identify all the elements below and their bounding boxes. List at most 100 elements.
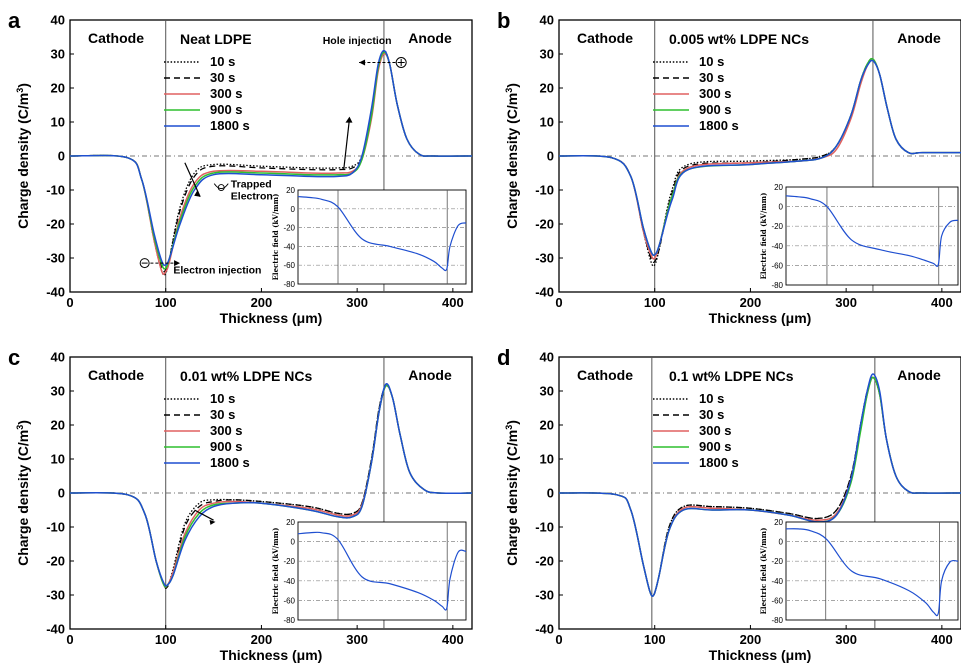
y-tick-label: 30 xyxy=(540,384,554,399)
y-tick-label: -40 xyxy=(535,285,554,300)
legend-label: 300 s xyxy=(210,423,243,438)
y-tick-label: -40 xyxy=(46,285,65,300)
inset-tick-label: -20 xyxy=(283,557,295,566)
legend-label: 300 s xyxy=(699,423,732,438)
inset-tick-label: 0 xyxy=(291,205,296,214)
y-tick-label: 0 xyxy=(58,486,65,501)
y-tick-label: 10 xyxy=(540,115,554,130)
y-tick-label: -10 xyxy=(46,520,65,535)
y-tick-label: 0 xyxy=(547,149,554,164)
inset-tick-label: -40 xyxy=(771,242,783,251)
legend-label: 30 s xyxy=(699,70,724,85)
inset-tick-label: 20 xyxy=(774,183,783,192)
cathode-label: Cathode xyxy=(577,367,633,383)
y-axis-label-superscript: 3 xyxy=(15,88,25,93)
y-tick-label: -10 xyxy=(535,520,554,535)
x-tick-label: 200 xyxy=(251,632,273,647)
anode-label: Anode xyxy=(897,367,941,383)
inset-y-label: Electric field (kV/mm) xyxy=(759,193,768,280)
series-line-30s xyxy=(558,58,961,264)
inset-y-label: Electric field (kV/mm) xyxy=(271,528,280,615)
y-tick-label: -10 xyxy=(46,183,65,198)
annotations: Hole injection Trapped Electron Electron in… xyxy=(139,35,407,276)
legend-label: 30 s xyxy=(210,70,235,85)
y-tick-label: -40 xyxy=(535,622,554,637)
shift-arrow-anode xyxy=(343,118,351,170)
y-tick-label: 30 xyxy=(51,384,65,399)
trapped-electron-label: Trapped Electron xyxy=(231,179,273,203)
hole-injection-label: Hole injection xyxy=(323,35,392,47)
y-tick-label: 20 xyxy=(51,418,65,433)
y-tick-label: 40 xyxy=(540,350,554,365)
y-tick-label: -20 xyxy=(535,217,554,232)
series-line-1800s xyxy=(69,383,473,587)
legend-label: 300 s xyxy=(699,86,732,101)
inset-field-line xyxy=(785,528,959,617)
inset-tick-label: 0 xyxy=(779,538,784,547)
shift-arrow-trap xyxy=(184,162,201,198)
cathode-label: Cathode xyxy=(577,30,633,46)
y-axis-label: Charge density (C/m3) xyxy=(504,420,520,566)
inset-tick-label: -80 xyxy=(771,616,783,625)
inset-frame xyxy=(785,521,959,621)
y-tick-label: -30 xyxy=(46,588,65,603)
y-tick-label: 20 xyxy=(540,418,554,433)
anode-label: Anode xyxy=(408,367,452,383)
legend-label: 10 s xyxy=(210,54,235,69)
anode-label: Anode xyxy=(408,30,452,46)
x-axis-label: Thickness (μm) xyxy=(709,647,812,663)
electron-icon xyxy=(217,184,225,192)
inset-tick-label: -80 xyxy=(283,280,295,289)
y-axis-label-superscript: 3 xyxy=(504,88,514,93)
legend-label: 1800 s xyxy=(699,118,739,133)
arrow-head-icon xyxy=(359,59,366,66)
y-tick-label: 20 xyxy=(540,81,554,96)
y-tick-label: -30 xyxy=(535,588,554,603)
y-axis-label: Charge density (C/m3) xyxy=(504,83,520,229)
y-tick-label: -10 xyxy=(535,183,554,198)
inset-tick-label: -60 xyxy=(283,596,295,605)
panel-title: 0.1 wt% LDPE NCs xyxy=(669,368,794,384)
y-tick-label: -20 xyxy=(535,554,554,569)
inset-tick-label: -60 xyxy=(771,261,783,270)
x-tick-label: 0 xyxy=(555,295,562,310)
inset-tick-label: -20 xyxy=(771,557,783,566)
inset-y-label: Electric field (kV/mm) xyxy=(271,194,280,281)
y-axis-label-close: ) xyxy=(15,83,31,88)
legend-label: 900 s xyxy=(210,439,243,454)
panel-letter: b xyxy=(497,8,510,33)
inset-tick-label: -40 xyxy=(771,577,783,586)
inset-tick-label: 0 xyxy=(291,538,296,547)
legend-label: 1800 s xyxy=(210,455,250,470)
x-tick-label: 400 xyxy=(931,632,953,647)
trapped-electron-line: Trapped xyxy=(231,179,272,191)
legend-label: 900 s xyxy=(699,439,732,454)
y-tick-label: 20 xyxy=(51,81,65,96)
y-tick-label: 10 xyxy=(51,452,65,467)
y-tick-label: 40 xyxy=(540,13,554,28)
x-tick-label: 300 xyxy=(346,632,368,647)
inset-tick-label: 20 xyxy=(286,186,295,195)
y-axis-label-close: ) xyxy=(504,420,520,425)
inset-tick-label: -60 xyxy=(283,261,295,270)
y-tick-label: 40 xyxy=(51,350,65,365)
legend-label: 10 s xyxy=(699,391,724,406)
y-tick-label: 10 xyxy=(540,452,554,467)
y-axis-label: Charge density (C/m3) xyxy=(15,83,31,229)
legend-label: 1800 s xyxy=(210,118,250,133)
arrow-head-icon xyxy=(174,260,181,267)
x-tick-label: 0 xyxy=(66,632,73,647)
x-axis-label: Thickness (μm) xyxy=(220,310,323,326)
legend-label: 900 s xyxy=(699,102,732,117)
x-tick-label: 0 xyxy=(555,632,562,647)
series-line-1800s xyxy=(558,59,961,256)
legend-label: 300 s xyxy=(210,86,243,101)
legend-label: 1800 s xyxy=(699,455,739,470)
inset-tick-label: 0 xyxy=(779,203,784,212)
series-line-1800s xyxy=(558,373,961,598)
y-tick-label: -40 xyxy=(46,622,65,637)
